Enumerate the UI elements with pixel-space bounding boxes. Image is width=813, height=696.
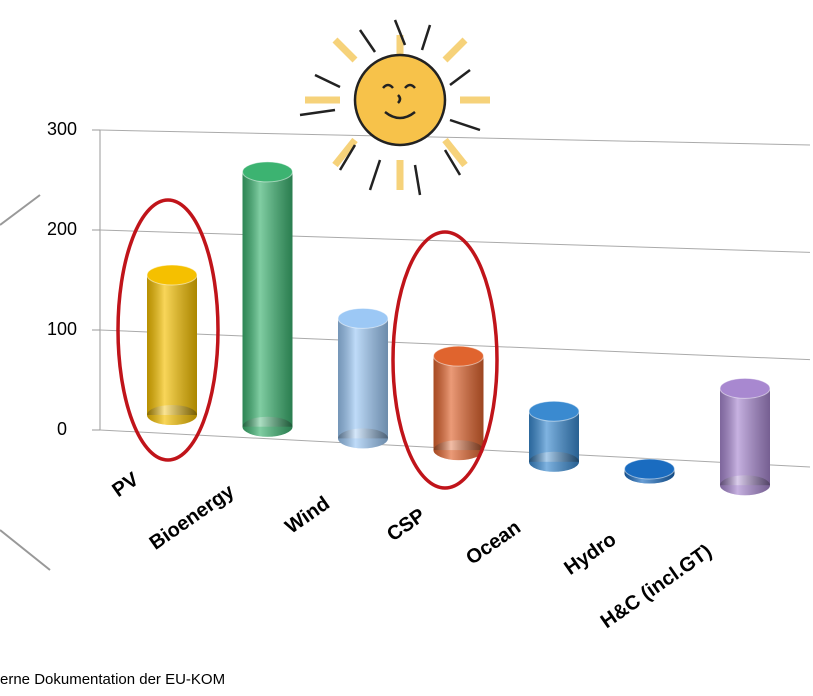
cylinder-top	[624, 458, 675, 480]
grid-line	[99, 229, 811, 253]
y-tick-label: 0	[57, 419, 67, 439]
bar-shade-bottom	[720, 475, 770, 496]
x-tick-label: PV	[108, 468, 143, 502]
cylinder	[337, 307, 389, 449]
y-tick-label: 200	[47, 219, 77, 239]
bar-shade-bottom	[529, 451, 579, 472]
cylinder-top	[433, 345, 484, 367]
source-note: erne Dokumentation der EU-KOM	[0, 671, 225, 688]
cylinder	[146, 264, 198, 425]
cylinder	[242, 161, 293, 437]
bar-shade-bottom	[433, 440, 484, 461]
x-tick-label: Wind	[281, 492, 334, 538]
x-tick-label: H&C (incl.GT)	[597, 540, 716, 633]
x-tick-label: CSP	[383, 504, 429, 546]
cylinder-top	[337, 307, 389, 329]
highlight-ellipses	[116, 198, 499, 490]
y-tick-label: 100	[47, 319, 77, 339]
bar-shade	[147, 275, 197, 415]
grid-line	[99, 129, 811, 146]
bar-shade	[242, 171, 293, 427]
cylinder	[719, 377, 771, 496]
x-tick-label: Bioenergy	[146, 480, 239, 555]
cylinder-top	[528, 400, 580, 422]
cylinder-top	[242, 161, 293, 183]
x-tick-label: Ocean	[462, 516, 525, 569]
cylinder-top	[146, 264, 198, 286]
bar-shade	[433, 356, 484, 451]
bar-shade	[720, 388, 770, 486]
sun	[299, 19, 490, 196]
cylinder	[433, 345, 484, 461]
bar-shade-bottom	[242, 416, 293, 437]
decor-lines	[0, 194, 51, 571]
x-tick-label: Hydro	[560, 528, 620, 579]
cylinder	[624, 458, 675, 484]
cylinder-top	[719, 377, 771, 399]
bar-shade	[338, 318, 388, 439]
y-tick-label: 300	[47, 119, 77, 139]
bar-shade-bottom	[147, 405, 197, 425]
bar-shade-bottom	[338, 428, 388, 449]
cylinder	[528, 400, 580, 472]
